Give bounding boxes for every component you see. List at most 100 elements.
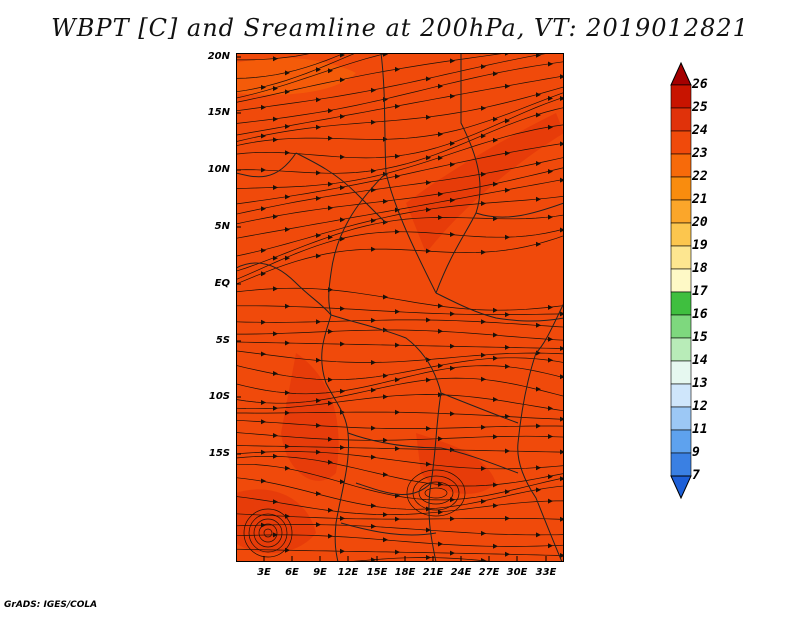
streamline <box>236 53 390 99</box>
map-panel <box>236 53 564 562</box>
streamline-arrow <box>273 433 278 438</box>
streamline <box>236 377 564 404</box>
streamline-arrow <box>395 66 400 72</box>
streamline-arrow <box>285 124 290 129</box>
streamline-arrow <box>328 68 333 74</box>
streamline-arrow <box>273 137 278 143</box>
streamline-arrow <box>426 207 431 213</box>
streamline <box>236 157 564 215</box>
streamline-arrow <box>383 198 388 204</box>
streamline-arrow <box>395 103 400 109</box>
streamline-arrow <box>340 154 345 160</box>
lon-label: 24E <box>450 567 472 578</box>
streamline-arrow <box>560 96 564 101</box>
streamline-arrow <box>548 124 553 130</box>
vortex-ring <box>418 481 454 505</box>
colorbar-label: 26 <box>692 77 708 92</box>
streamline-arrow <box>505 551 510 557</box>
streamline <box>236 92 564 147</box>
streamline-arrow <box>328 533 333 539</box>
lon-label: 6E <box>285 567 299 578</box>
streamline-arrow <box>261 351 266 357</box>
streamline-arrow <box>481 105 486 111</box>
streamline-arrow <box>328 459 333 465</box>
streamline-arrow <box>438 155 443 161</box>
streamline-arrow <box>426 180 431 186</box>
colorbar-label: 19 <box>692 238 708 253</box>
grads-credit: GrADS: IGES/COLA <box>4 600 98 610</box>
streamline-arrow <box>548 434 553 439</box>
streamline-arrow <box>548 405 553 411</box>
streamline <box>236 214 564 272</box>
colorbar-label: 22 <box>692 169 708 184</box>
streamline <box>236 107 564 174</box>
streamline-arrow <box>395 377 400 383</box>
streamline-arrow <box>450 162 455 167</box>
streamline <box>236 524 564 536</box>
streamline <box>236 513 564 520</box>
streamline-arrow <box>505 448 510 454</box>
colorbar-label: 25 <box>692 100 708 115</box>
streamline-arrow <box>316 170 321 176</box>
streamline <box>236 419 564 429</box>
streamline-arrow <box>285 255 290 261</box>
colorbar-segment <box>670 429 692 454</box>
streamline-arrow <box>493 216 498 222</box>
streamline-arrow <box>426 114 431 120</box>
border-13 <box>340 522 437 536</box>
streamline-arrow <box>261 319 266 325</box>
streamline-arrow <box>316 449 321 455</box>
coastline-west <box>236 262 350 562</box>
streamline-arrow <box>395 446 400 452</box>
streamline-arrow <box>493 355 498 361</box>
streamline-arrow <box>395 229 400 235</box>
streamline-arrow <box>493 397 498 402</box>
streamline-arrow <box>548 95 553 101</box>
streamline-arrow <box>340 515 345 521</box>
streamline-arrow <box>450 197 455 203</box>
streamline-arrow <box>481 530 486 536</box>
colorbar-segment <box>670 199 692 224</box>
colorbar-segment <box>670 107 692 132</box>
streamline <box>236 411 564 420</box>
vortex-ring <box>258 523 278 543</box>
streamline-arrow <box>383 394 388 400</box>
streamline <box>236 179 564 239</box>
streamline-arrow <box>328 400 333 406</box>
streamline-arrow <box>450 232 455 237</box>
lon-label: 12E <box>337 567 359 578</box>
streamline-arrow <box>383 327 388 333</box>
streamline-arrow <box>395 153 400 159</box>
streamline-arrow <box>536 465 541 471</box>
streamline-arrow <box>316 319 321 325</box>
streamline-arrow <box>426 426 431 431</box>
streamline-arrow <box>261 206 266 212</box>
border-4 <box>330 314 442 394</box>
streamline <box>236 228 564 280</box>
colorbar-top-triangle <box>670 61 692 86</box>
streamline-arrow <box>316 233 321 238</box>
border-8 <box>435 53 481 294</box>
colorbar-label: 7 <box>692 468 700 483</box>
colorbar-label: 24 <box>692 123 708 138</box>
streamline-arrow <box>371 425 376 431</box>
streamline <box>236 496 564 516</box>
streamline-arrow <box>536 161 541 166</box>
streamline-arrow <box>395 342 400 348</box>
streamline-arrow <box>395 309 400 315</box>
streamline-arrow <box>371 168 376 174</box>
streamline-arrow <box>536 196 541 202</box>
lat-label: 10S <box>208 391 230 402</box>
streamline-arrow <box>481 424 486 430</box>
streamline-arrow <box>261 271 266 277</box>
streamline-arrow <box>493 307 498 313</box>
streamline-arrow <box>505 234 510 240</box>
streamline-arrow <box>371 557 376 562</box>
streamline <box>236 357 564 381</box>
streamline-arrow <box>371 454 376 460</box>
wbpt-shading <box>236 57 564 554</box>
country-boundaries <box>236 53 564 562</box>
streamline-arrow <box>285 303 290 309</box>
streamline-arrow <box>560 177 564 183</box>
streamline-arrow <box>261 478 266 484</box>
